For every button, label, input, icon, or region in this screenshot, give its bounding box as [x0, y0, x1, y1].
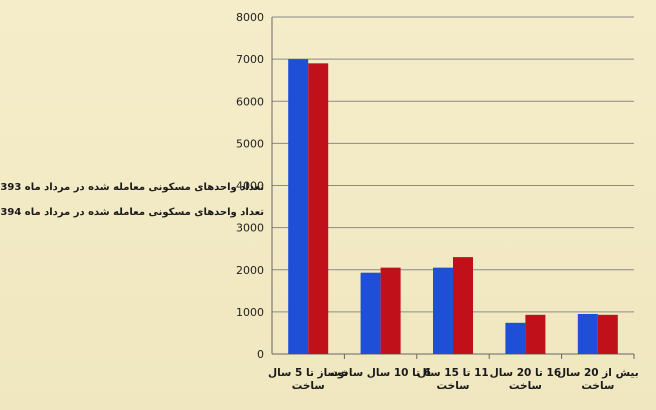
bar-s1-c3	[433, 267, 453, 354]
y-tick-label: 5000	[236, 137, 264, 150]
bar-s2-c4	[525, 314, 546, 354]
bar-s2-c1	[308, 63, 329, 355]
y-tick-label: 8000	[236, 11, 264, 24]
x-tick-label: نوساز تا 5 سال	[268, 367, 348, 379]
legend: تعداد واحدهای مسکونی معامله شده در مرداد…	[0, 182, 264, 232]
x-tick-label: بیش از 20 سال	[557, 367, 639, 379]
y-tick-label: 4000	[236, 180, 264, 193]
y-tick-label: 6000	[236, 95, 264, 108]
x-tick-label: ساخت	[581, 380, 614, 392]
y-tick-label: 3000	[236, 222, 264, 235]
legend-label-1394: تعداد واحدهای مسکونی معامله شده در مرداد…	[0, 207, 264, 218]
y-tick-label: 2000	[236, 264, 264, 277]
bar-s2-c3	[453, 257, 473, 354]
x-tick-label: 16 تا 20 سال	[490, 367, 562, 379]
bar-s1-c5	[577, 313, 598, 354]
y-tick-label: 7000	[236, 53, 264, 66]
bar-s1-c2	[360, 272, 381, 354]
bar-s2-c2	[380, 267, 401, 354]
bar-s1-c1	[288, 59, 309, 354]
legend-item-1394: تعداد واحدهای مسکونی معامله شده در مرداد…	[0, 207, 264, 218]
y-tick-label: 1000	[236, 306, 264, 319]
legend-label-1393: تعداد واحدهای مسکونی معامله شده در مرداد…	[0, 182, 264, 193]
bar-s1-c4	[505, 322, 526, 354]
x-tick-label: ساخت	[292, 380, 325, 392]
bar-s2-c5	[597, 314, 618, 354]
legend-item-1393: تعداد واحدهای مسکونی معامله شده در مرداد…	[0, 182, 264, 193]
x-tick-label: ساخت	[437, 380, 470, 392]
y-tick-label: 0	[257, 348, 264, 361]
x-tick-label: 11 تا 15 سال	[417, 367, 489, 379]
x-tick-label: 6 تا 10 سال ساخت	[330, 367, 431, 379]
x-tick-label: ساخت	[509, 380, 542, 392]
